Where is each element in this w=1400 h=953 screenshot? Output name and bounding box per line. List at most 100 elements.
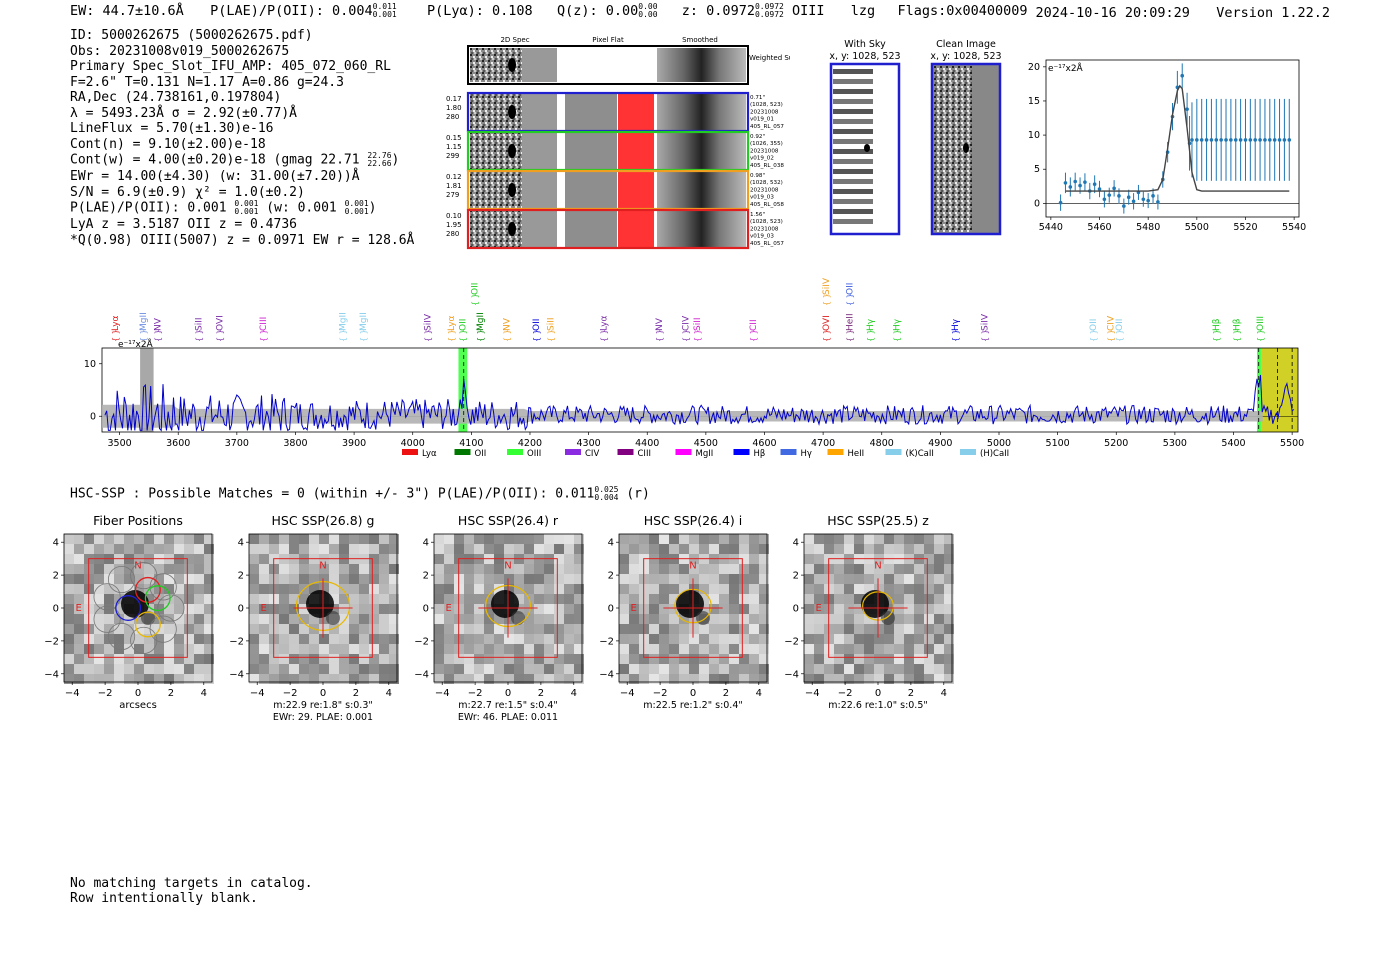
line-id-marker: CIII{ } — [259, 317, 269, 342]
fit-data-point — [1112, 180, 1116, 197]
cutout-right-label: 0.98" — [750, 173, 765, 179]
svg-text:{ }: { } — [215, 329, 224, 342]
spectrum-xtick-label: 4700 — [811, 438, 835, 449]
cutout-left-label: 0.12 — [446, 173, 462, 181]
svg-text:{ }: { } — [447, 329, 456, 342]
hsc-xlabel: arcsecs — [119, 700, 157, 711]
version: Version 1.22.2 — [1216, 5, 1330, 21]
spectrum-xtick-label: 5300 — [1163, 438, 1187, 449]
cutout-right-label: (1026, 355) — [750, 141, 783, 147]
radec-line: RA,Dec (24.738161,0.197804) — [70, 90, 282, 105]
fit-data-point — [1073, 172, 1077, 191]
svg-text:{ }: { } — [599, 329, 608, 342]
svg-text:SiIV: SiIV — [423, 313, 433, 331]
spectrum-xtick-label: 3600 — [166, 438, 190, 449]
line-id-marker: Hγ{ } — [866, 318, 876, 342]
svg-text:Lyα: Lyα — [422, 449, 437, 459]
cutout-right-label: v019_03 — [750, 234, 774, 240]
line-id-marker: Hγ{ } — [951, 318, 961, 342]
hsc-ytick-label: 0 — [793, 604, 799, 615]
spectrum-xtick-label: 4200 — [518, 438, 542, 449]
fiber-circle — [134, 576, 161, 603]
cutouts-panel: 2D Spec Pixel Flat Smoothed Weighted Sum… — [446, 36, 790, 250]
hsc-ytick-label: 0 — [608, 604, 614, 615]
svg-text:{ }: { } — [1115, 329, 1124, 342]
cutout-left-label: 1.81 — [446, 182, 462, 190]
svg-text:OII: OII — [459, 319, 469, 331]
spectrum-xtick-label: 3900 — [342, 438, 366, 449]
hsc-xtick-label: −2 — [98, 688, 113, 699]
svg-text:{ }: { } — [892, 329, 901, 342]
fit-data-point — [1107, 187, 1112, 203]
hsc-cutouts: Fiber Positions N E −4 −2 0 2 4 4 2 0 −2 −4 arcsecs HS… — [44, 513, 954, 723]
hsc-title-lo: 0.004 — [594, 493, 619, 502]
hsc-xtick-label: 0 — [690, 688, 696, 699]
svg-text:OIII: OIII — [1256, 316, 1266, 331]
z-hi: 0.0972 — [754, 2, 784, 11]
svg-text:NV: NV — [154, 317, 164, 331]
hsc-ytick-label: 2 — [608, 571, 614, 582]
fiber-circle — [134, 611, 161, 638]
fit-data-point — [1238, 98, 1243, 181]
compass-n: N — [689, 561, 696, 572]
hsc-xtick-label: 0 — [505, 688, 511, 699]
svg-text:MgII: MgII — [139, 312, 149, 331]
fit-data-point — [1282, 98, 1287, 181]
fit-model-line — [1065, 84, 1290, 192]
hsc-xtick-label: 0 — [875, 688, 881, 699]
line-id-marker: Hγ{ } — [892, 318, 902, 342]
fiber-circle — [93, 605, 121, 633]
fit-data-point — [1092, 175, 1097, 194]
hsc-xtick-label: −4 — [65, 688, 80, 699]
line-id-marker: OII{ } — [1089, 319, 1099, 342]
qline: *Q(0.98) OIII(5007) z = 0.0971 EW r = 12… — [70, 232, 415, 248]
spectrum-xtick-label: 4900 — [928, 438, 952, 449]
hsc-xtick-label: −2 — [283, 688, 298, 699]
legend-item: MgII — [675, 449, 713, 459]
cutout-right-label: (1028, 532) — [750, 180, 783, 186]
line-id-marker: OII{ } — [459, 319, 469, 342]
cutout-left-label: 299 — [446, 152, 459, 160]
fit-data-point — [1263, 98, 1267, 181]
fit-data-point — [1097, 180, 1102, 198]
compass-e: E — [446, 603, 452, 614]
fit-data-point — [1258, 98, 1262, 181]
legend-item: OIII — [507, 449, 541, 459]
fit-data-point — [1102, 191, 1107, 208]
svg-text:MgII: MgII — [359, 312, 369, 331]
fit-data-point — [1083, 173, 1087, 192]
fit-xtick-label: 5440 — [1039, 222, 1063, 233]
compass-n: N — [874, 561, 881, 572]
cutout-right-label: 405_RL_057 — [750, 124, 784, 130]
footer-line-1: No matching targets in catalog. — [70, 876, 313, 891]
ew-value: EW: 44.7±10.6Å — [70, 3, 184, 19]
hsc-panel: HSC SSP(26.4) r N E −4 −2 0 2 4 4 2 0 −2 −4 m:22.7 re… — [414, 513, 584, 723]
weighted-sum-row: Weighted Sum — [467, 45, 790, 85]
svg-text:Hβ: Hβ — [1232, 318, 1242, 331]
svg-text:Hγ: Hγ — [951, 318, 961, 331]
search-box — [273, 558, 373, 658]
hsc-panel: Fiber Positions N E −4 −2 0 2 4 4 2 0 −2 −4 arcsecs — [44, 513, 214, 711]
line-id-marker: MgII{ } — [359, 312, 369, 342]
svg-text:{ }: { } — [693, 329, 702, 342]
hsc-ytick-label: 2 — [793, 571, 799, 582]
fit-data-point — [1248, 98, 1253, 181]
hsc-panel: HSC SSP(26.8) g N E −4 −2 0 2 4 4 2 0 −2 −4 m:22.9 re… — [229, 513, 399, 723]
fit-data-point — [1287, 98, 1292, 181]
hsc-panel-title: HSC SSP(26.4) r — [458, 513, 559, 528]
hsc-xtick-label: 4 — [386, 688, 392, 699]
hsc-xtick-label: −2 — [468, 688, 483, 699]
spectrum-xtick-label: 5500 — [1280, 438, 1304, 449]
timestamp: 2024-10-16 20:09:29 — [1035, 5, 1190, 21]
svg-text:CIII: CIII — [259, 317, 269, 331]
hsc-xtick-label: −4 — [435, 688, 450, 699]
line-id-marker: OVI{ } — [215, 315, 225, 342]
svg-text:{ }: { } — [423, 329, 432, 342]
contn-line: Cont(n) = 9.10(±2.00)e-18 — [70, 136, 266, 152]
cutout-right-label: 1.56" — [750, 212, 765, 218]
fit-ytick-label: 20 — [1028, 62, 1040, 73]
spectrum-xtick-label: 4600 — [752, 438, 776, 449]
cutout-right-label: 405_RL_038 — [750, 163, 784, 169]
svg-text:HeII: HeII — [846, 313, 856, 331]
legend-item: Hβ — [733, 449, 765, 459]
